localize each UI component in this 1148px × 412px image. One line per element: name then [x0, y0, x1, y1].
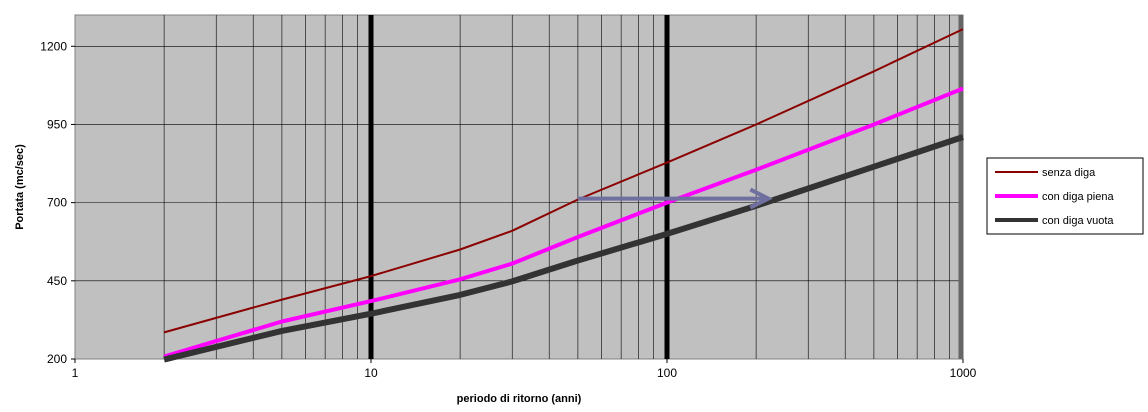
y-tick-label: 950 [47, 117, 67, 131]
y-tick-label: 200 [47, 352, 67, 366]
series-line-3 [163, 134, 964, 363]
series-line-1 [163, 28, 964, 334]
x-tick-label: 10 [364, 366, 378, 380]
legend-label: con diga piena [1042, 191, 1114, 203]
y-tick-label: 700 [47, 196, 67, 210]
legend-label: senza diga [1042, 167, 1096, 179]
legend-label: con diga vuota [1042, 215, 1114, 227]
x-tick-label: 1 [72, 366, 79, 380]
grid [75, 15, 963, 359]
y-axis-title: Portata (mc/sec) [14, 144, 26, 230]
legend: senza diga con diga piena con diga vuota [986, 157, 1144, 235]
x-tick-label: 100 [657, 366, 677, 380]
x-axis-title: periodo di ritorno (anni) [457, 393, 582, 405]
series-line-2 [163, 86, 964, 359]
x-tick-label: 1000 [950, 366, 977, 380]
plot-area [74, 14, 964, 360]
y-tick-label: 1200 [40, 39, 67, 53]
annotation-arrow-head [749, 187, 773, 210]
y-tick-label: 450 [47, 274, 67, 288]
